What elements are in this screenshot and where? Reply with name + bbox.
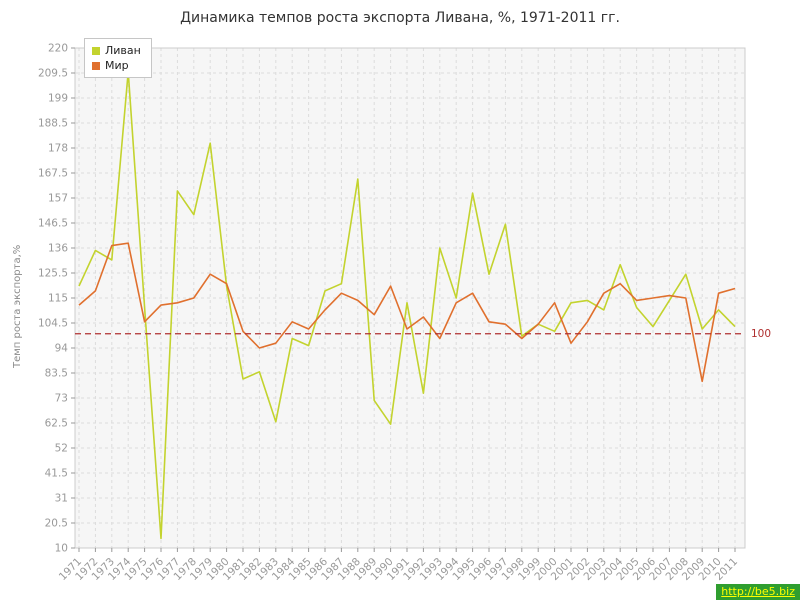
svg-text:167.5: 167.5 xyxy=(38,168,68,180)
svg-text:125.5: 125.5 xyxy=(38,268,68,280)
chart-title: Динамика темпов роста экспорта Ливана, %… xyxy=(180,10,620,26)
svg-text:157: 157 xyxy=(48,193,68,205)
svg-text:209.5: 209.5 xyxy=(38,68,68,80)
legend-label-mir: Мир xyxy=(105,59,129,72)
legend: Ливан Мир xyxy=(84,38,152,78)
svg-text:31: 31 xyxy=(55,493,68,505)
legend-swatch-mir-icon xyxy=(92,61,100,70)
legend-item-mir[interactable]: Мир xyxy=(92,58,141,73)
legend-item-livan[interactable]: Ливан xyxy=(92,43,141,58)
svg-text:178: 178 xyxy=(48,143,68,155)
svg-text:41.5: 41.5 xyxy=(45,468,68,480)
svg-text:52: 52 xyxy=(55,443,68,455)
svg-text:10: 10 xyxy=(55,543,68,555)
svg-text:188.5: 188.5 xyxy=(38,118,68,130)
series-line-mir xyxy=(78,242,736,383)
svg-text:20.5: 20.5 xyxy=(45,518,68,530)
svg-text:104.5: 104.5 xyxy=(38,318,68,330)
axis-labels: 10 20.5 31 41.5 52 62.5 73 83.5 94 104.5 115 125.5 1… xyxy=(38,43,740,584)
svg-text:73: 73 xyxy=(55,393,68,405)
watermark-link[interactable]: http://be5.biz xyxy=(716,584,800,600)
svg-text:83.5: 83.5 xyxy=(45,368,68,380)
legend-label-livan: Ливан xyxy=(105,44,141,57)
series-line-livan xyxy=(78,71,736,540)
svg-text:136: 136 xyxy=(48,243,68,255)
svg-text:115: 115 xyxy=(48,293,68,305)
reference-line-label: 100 xyxy=(751,328,771,340)
svg-text:62.5: 62.5 xyxy=(45,418,68,430)
plot-area xyxy=(75,48,745,548)
legend-swatch-livan-icon xyxy=(92,46,100,55)
svg-text:94: 94 xyxy=(55,343,69,355)
svg-text:220: 220 xyxy=(48,43,68,55)
svg-text:146.5: 146.5 xyxy=(38,218,68,230)
y-axis-title: Темп роста экспорта,% xyxy=(12,244,23,368)
svg-text:199: 199 xyxy=(48,93,68,105)
